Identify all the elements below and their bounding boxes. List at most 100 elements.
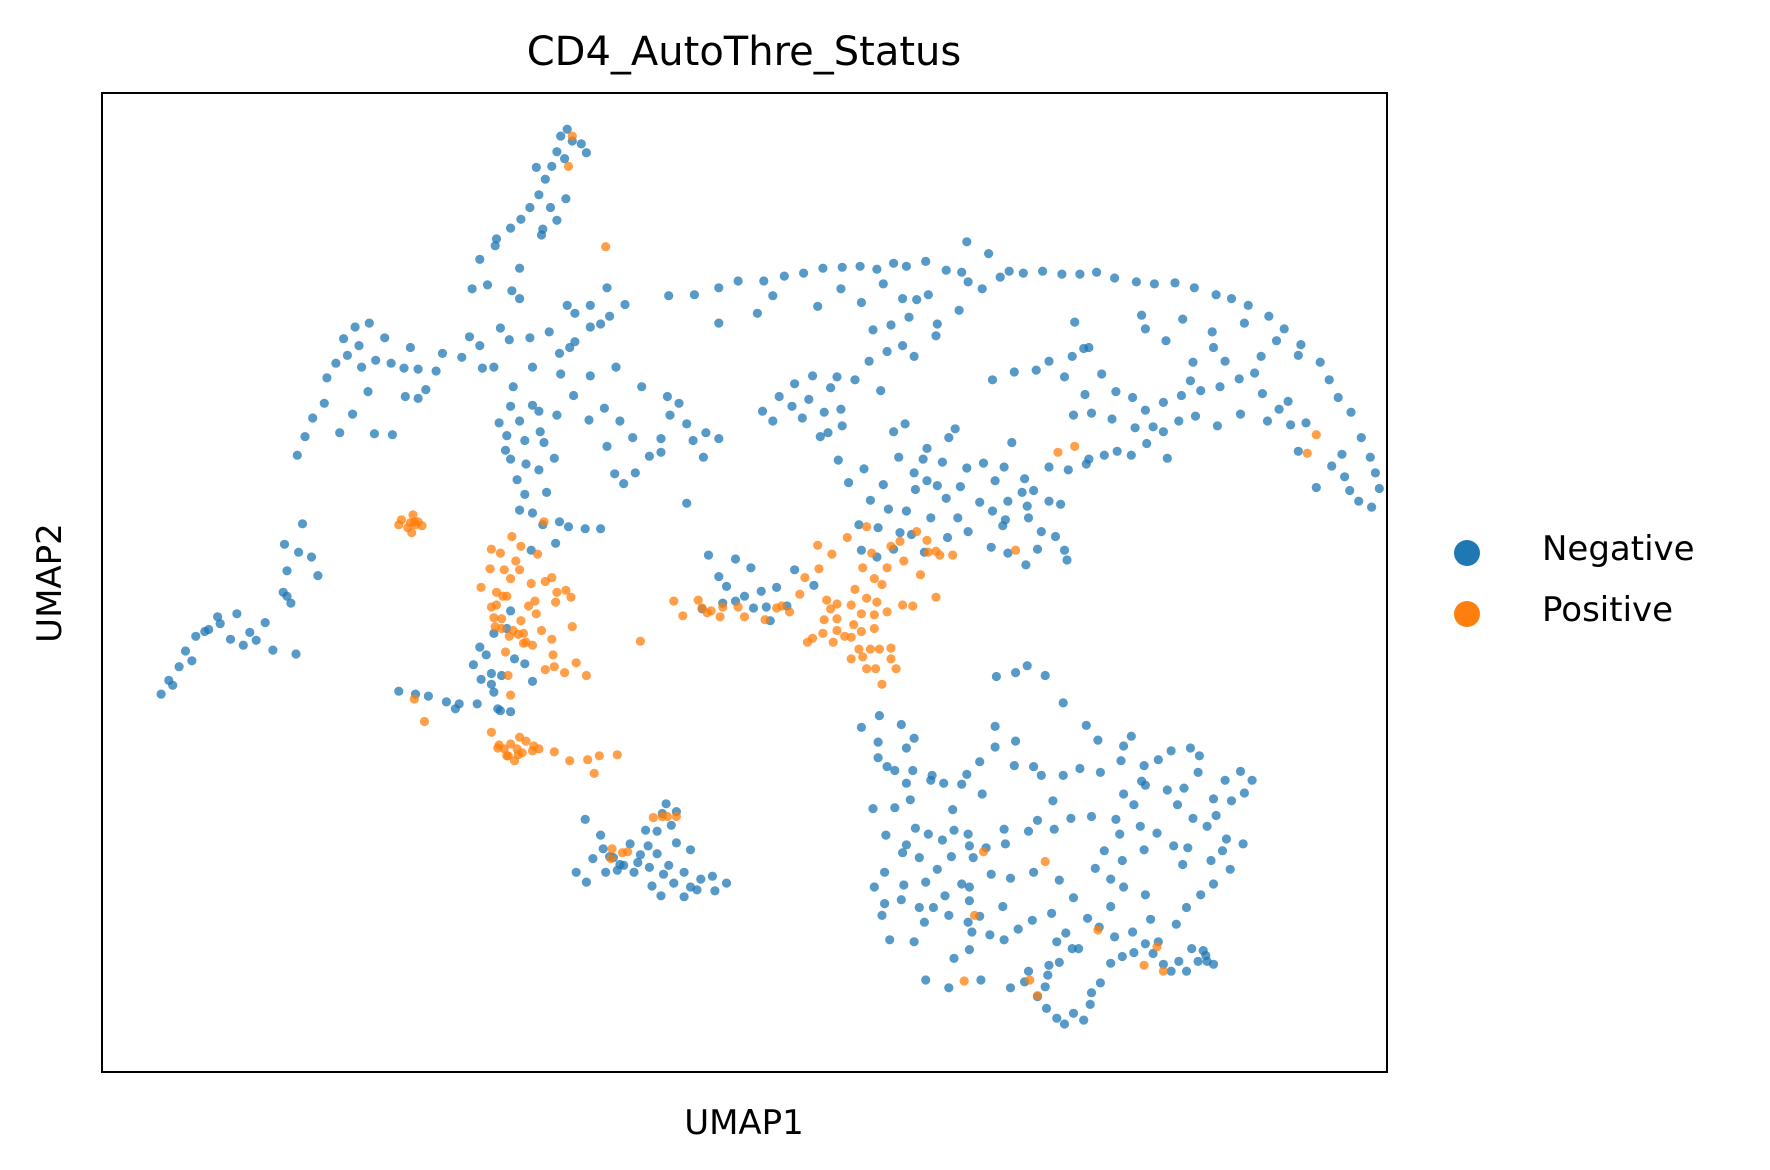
data-point-negative <box>534 465 544 475</box>
data-point-positive <box>882 563 892 573</box>
data-point-negative <box>405 342 415 353</box>
data-point-negative <box>957 267 967 277</box>
data-point-negative <box>515 416 525 426</box>
data-point-negative <box>714 283 724 293</box>
data-point-negative <box>1119 882 1129 892</box>
data-point-negative <box>898 848 908 858</box>
data-point-negative <box>1149 279 1159 289</box>
data-point-negative <box>502 431 512 441</box>
data-point-negative <box>931 331 941 341</box>
data-point-positive <box>547 634 557 644</box>
data-point-positive <box>563 161 574 171</box>
data-point-positive <box>814 564 824 574</box>
data-point-negative <box>1054 875 1064 885</box>
data-point-negative <box>991 671 1002 682</box>
data-point-negative <box>975 757 985 767</box>
data-point-negative <box>890 803 900 813</box>
data-point-negative <box>739 591 750 601</box>
data-point-positive <box>923 547 933 557</box>
data-point-negative <box>914 902 924 913</box>
data-point-negative <box>932 481 942 491</box>
data-point-negative <box>475 341 485 351</box>
data-point-negative <box>637 382 647 392</box>
data-point-negative <box>544 327 554 337</box>
data-point-negative <box>963 917 973 927</box>
data-point-negative <box>850 375 860 385</box>
data-point-positive <box>403 523 413 533</box>
data-point-negative <box>658 869 669 879</box>
data-point-negative <box>985 930 995 940</box>
data-point-negative <box>819 407 829 417</box>
data-point-negative <box>1106 874 1116 884</box>
data-point-negative <box>886 320 896 330</box>
data-point-positive <box>846 654 856 664</box>
data-point-negative <box>1370 468 1380 478</box>
data-point-negative <box>1031 365 1041 375</box>
data-point-positive <box>832 614 842 624</box>
data-point-negative <box>912 295 922 305</box>
data-point-positive <box>882 607 892 617</box>
data-point-negative <box>1271 336 1282 346</box>
data-point-negative <box>1196 890 1206 900</box>
data-point-negative <box>584 415 594 425</box>
data-point-negative <box>1181 902 1192 913</box>
data-point-negative <box>1193 767 1203 778</box>
data-point-negative <box>946 852 957 862</box>
data-point-positive <box>886 643 896 653</box>
data-point-negative <box>964 882 975 892</box>
data-point-negative <box>652 849 662 859</box>
data-point-negative <box>949 953 959 964</box>
y-axis-label: UMAP2 <box>30 523 70 643</box>
data-point-negative <box>1140 324 1150 334</box>
data-point-positive <box>511 556 521 566</box>
data-point-negative <box>714 318 724 328</box>
data-point-negative <box>669 878 679 888</box>
data-point-positive <box>485 564 495 574</box>
data-point-negative <box>921 877 931 887</box>
data-point-negative <box>489 687 499 697</box>
data-point-negative <box>752 308 763 318</box>
data-point-negative <box>948 805 958 815</box>
data-point-negative <box>963 829 973 839</box>
plot-frame <box>101 92 1388 1073</box>
data-point-negative <box>1005 873 1016 883</box>
data-point-negative <box>641 825 651 835</box>
data-point-positive <box>886 541 896 551</box>
data-point-negative <box>1208 959 1219 969</box>
data-point-negative <box>1040 670 1050 681</box>
data-point-positive <box>827 549 837 559</box>
data-point-negative <box>696 874 706 884</box>
data-point-negative <box>596 319 606 329</box>
data-point-positive <box>869 623 879 634</box>
data-point-negative <box>1047 908 1057 919</box>
data-point-negative <box>1106 901 1116 912</box>
data-point-negative <box>883 504 894 514</box>
data-point-negative <box>630 468 640 478</box>
data-point-negative <box>1162 785 1172 795</box>
data-point-negative <box>561 194 571 204</box>
data-point-negative <box>1315 357 1325 367</box>
data-point-positive <box>1070 441 1080 451</box>
data-point-negative <box>1250 368 1260 378</box>
data-point-positive <box>648 812 658 823</box>
data-point-negative <box>308 413 318 423</box>
data-point-negative <box>666 820 676 830</box>
data-point-negative <box>865 495 876 505</box>
data-point-negative <box>833 455 843 465</box>
data-point-positive <box>606 854 616 864</box>
data-point-negative <box>730 554 741 564</box>
data-point-negative <box>534 406 544 416</box>
data-point-positive <box>850 584 860 595</box>
data-point-negative <box>601 867 611 877</box>
data-point-negative <box>520 659 530 669</box>
data-point-negative <box>987 506 998 516</box>
data-point-negative <box>1158 427 1168 437</box>
data-point-negative <box>890 765 900 776</box>
data-point-negative <box>1059 372 1070 382</box>
data-point-negative <box>571 867 581 877</box>
data-point-negative <box>787 401 797 411</box>
data-point-negative <box>539 437 549 448</box>
data-point-negative <box>1093 735 1103 745</box>
data-point-positive <box>662 811 673 822</box>
data-point-negative <box>707 871 718 881</box>
